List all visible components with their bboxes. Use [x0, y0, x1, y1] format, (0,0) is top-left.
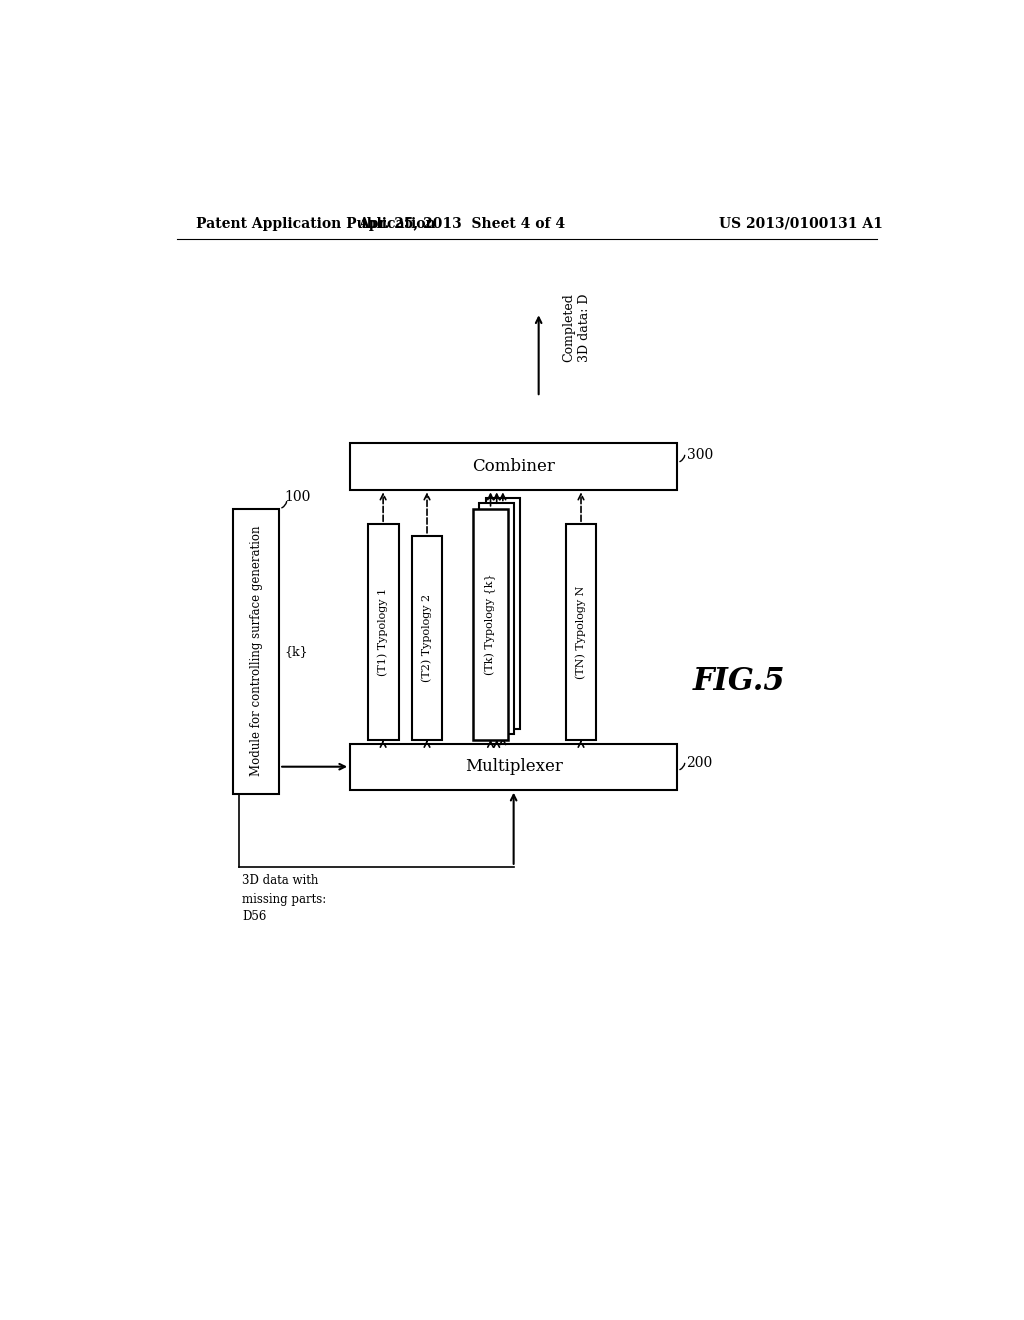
Text: (T2) Typology 2: (T2) Typology 2	[422, 594, 432, 682]
Bar	[412, 536, 442, 739]
Bar	[350, 743, 677, 789]
Text: {k}: {k}	[285, 644, 308, 657]
Text: 200: 200	[686, 756, 713, 770]
Text: (TN) Typology N: (TN) Typology N	[575, 585, 587, 678]
Text: Multiplexer: Multiplexer	[465, 758, 562, 775]
Bar	[368, 524, 398, 739]
Text: 100: 100	[285, 490, 311, 504]
Text: 3D data with
missing parts:
D56: 3D data with missing parts: D56	[243, 875, 327, 924]
Bar	[233, 508, 280, 793]
Text: Apr. 25, 2013  Sheet 4 of 4: Apr. 25, 2013 Sheet 4 of 4	[358, 216, 565, 231]
Text: Module for controlling surface generation: Module for controlling surface generatio…	[250, 525, 262, 776]
Bar	[479, 503, 514, 734]
Text: Combiner: Combiner	[472, 458, 555, 475]
Text: (T1) Typology 1: (T1) Typology 1	[378, 587, 388, 676]
Text: FIG.5: FIG.5	[692, 667, 785, 697]
Bar	[485, 498, 520, 729]
Bar	[565, 524, 596, 739]
Text: Patent Application Publication: Patent Application Publication	[196, 216, 435, 231]
Text: (Tk) Typology {k}: (Tk) Typology {k}	[484, 573, 497, 675]
Text: Completed
3D data: D: Completed 3D data: D	[562, 293, 591, 362]
Bar	[350, 444, 677, 490]
Text: 300: 300	[686, 447, 713, 462]
Bar	[473, 508, 508, 739]
Text: US 2013/0100131 A1: US 2013/0100131 A1	[719, 216, 883, 231]
